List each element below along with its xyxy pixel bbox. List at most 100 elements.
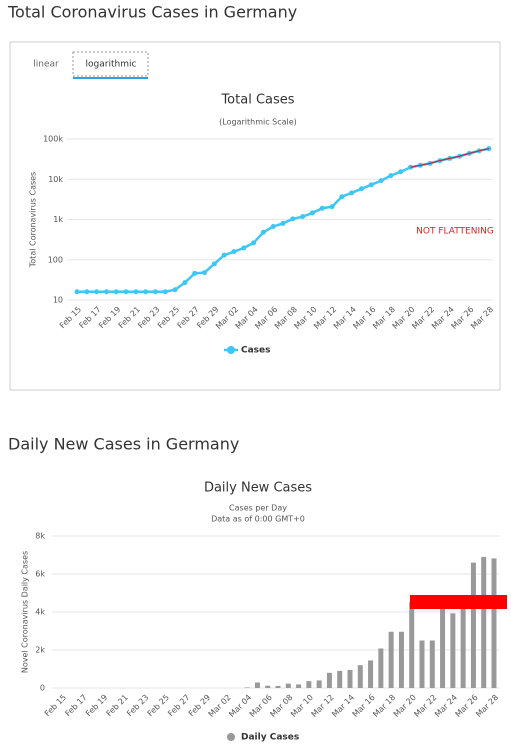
point <box>241 245 247 251</box>
bar <box>326 672 332 688</box>
annotation: NOT FLATTENING <box>416 227 494 237</box>
bar <box>347 669 353 688</box>
bar <box>316 680 322 688</box>
y-tick-label: 100 <box>48 255 63 264</box>
point <box>172 287 178 293</box>
point <box>152 289 158 295</box>
bar <box>460 605 466 688</box>
point <box>329 204 335 210</box>
point <box>221 252 227 258</box>
point <box>290 216 296 222</box>
point <box>349 190 355 196</box>
point <box>231 249 237 255</box>
x-tick-label: Feb 19 <box>84 693 109 718</box>
point <box>309 210 315 216</box>
bar <box>440 608 446 688</box>
line <box>77 147 490 294</box>
bar <box>285 683 291 688</box>
bar <box>357 665 363 688</box>
section-heading: Total Coronavirus Cases in Germany <box>7 3 297 22</box>
chart-subtitle: (Logarithmic Scale) <box>219 118 297 127</box>
chart-title: Total Cases <box>220 93 294 108</box>
x-tick-label: Feb 17 <box>63 693 88 718</box>
point <box>339 194 345 200</box>
y-tick-label: 8k <box>35 532 45 541</box>
bar <box>419 640 425 688</box>
point <box>162 289 168 295</box>
point <box>192 270 198 276</box>
x-tick-label: Feb 21 <box>105 693 130 718</box>
point <box>280 220 286 226</box>
bar <box>409 601 415 688</box>
point <box>398 169 404 175</box>
bar <box>368 660 374 688</box>
point <box>74 289 80 295</box>
point <box>94 289 100 295</box>
x-tick-label: Mar 28 <box>474 693 500 719</box>
bar <box>398 631 404 688</box>
y-axis-title: Novel Coronavirus Daily Cases <box>21 551 30 673</box>
point <box>133 289 139 295</box>
point <box>378 178 384 184</box>
bar <box>378 648 384 688</box>
point <box>143 289 149 295</box>
tab-focus <box>72 51 149 77</box>
point <box>103 289 109 295</box>
bar <box>429 640 435 688</box>
bar <box>244 687 250 688</box>
bar <box>306 681 312 688</box>
bar <box>481 556 487 688</box>
point <box>368 182 374 188</box>
point <box>319 205 325 211</box>
highlight-box <box>410 595 507 609</box>
point <box>202 270 208 276</box>
y-tick-label: 4k <box>35 608 45 617</box>
bar <box>491 558 497 688</box>
x-tick-label: Feb 15 <box>43 693 68 718</box>
chart-frame <box>9 41 501 391</box>
point <box>123 289 129 295</box>
bar <box>470 562 476 688</box>
point <box>182 280 188 286</box>
x-tick-label: Feb 23 <box>125 693 150 718</box>
x-tick-label: Feb 25 <box>146 693 171 718</box>
tab[interactable]: linear <box>33 60 59 70</box>
y-tick-label: 6k <box>35 570 45 579</box>
bar <box>254 682 260 688</box>
chart-subtitle: Cases per Day <box>229 504 287 513</box>
x-tick-label: Feb 27 <box>166 693 191 718</box>
chart-subtitle: Data as of 0:00 GMT+0 <box>211 515 305 524</box>
point <box>270 224 276 230</box>
legend-swatch <box>227 733 235 741</box>
legend-label: Cases <box>241 346 271 356</box>
bar <box>337 670 343 688</box>
point <box>388 173 394 179</box>
y-tick-label: 2k <box>35 646 45 655</box>
bar <box>275 685 281 688</box>
bar <box>388 631 394 688</box>
y-tick-label: 100k <box>43 135 63 144</box>
bar <box>450 613 456 688</box>
y-axis-title: Total Coronavirus Cases <box>29 172 38 268</box>
y-tick-label: 10 <box>53 296 63 305</box>
point <box>251 240 257 246</box>
bar <box>296 684 302 688</box>
chart-title: Daily New Cases <box>204 481 312 496</box>
y-tick-label: 0 <box>40 684 45 693</box>
y-tick-label: 10k <box>48 175 63 184</box>
point <box>211 261 217 267</box>
point <box>358 186 364 192</box>
legend-swatch <box>227 346 235 354</box>
point <box>113 289 119 295</box>
section-heading: Daily New Cases in Germany <box>8 435 239 454</box>
tab[interactable]: logarithmic <box>86 60 137 70</box>
y-tick-label: 1k <box>53 215 63 224</box>
legend-label: Daily Cases <box>241 733 299 743</box>
trend-highlight <box>410 148 490 168</box>
point <box>84 289 90 295</box>
bar <box>265 685 271 688</box>
point <box>260 229 266 235</box>
point <box>300 214 306 220</box>
